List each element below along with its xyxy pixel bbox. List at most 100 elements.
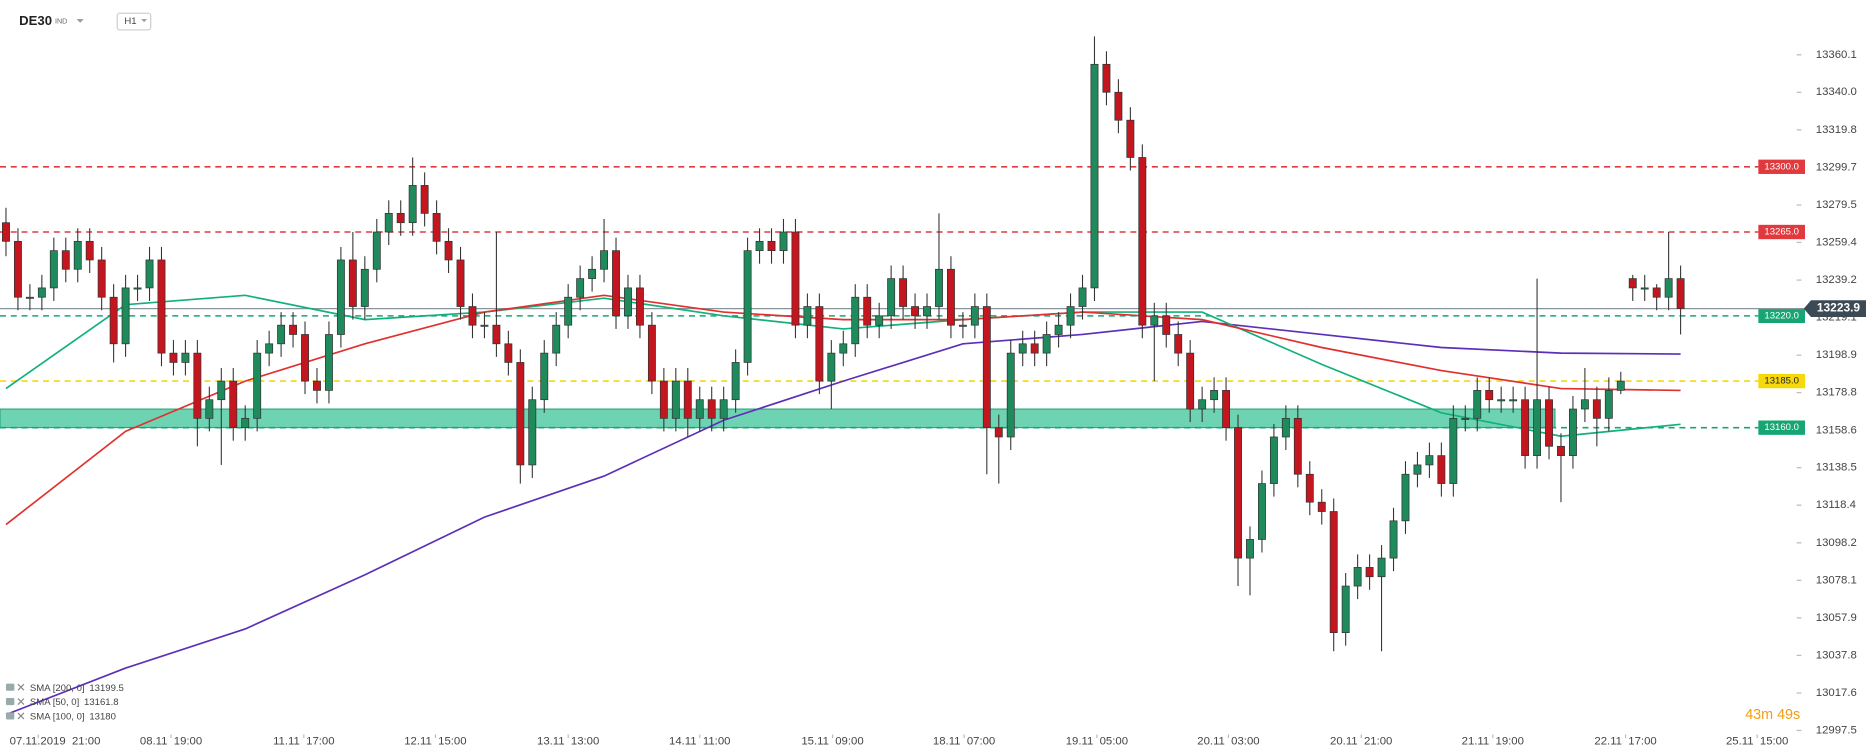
candle-body (1604, 390, 1613, 419)
y-tick-label: 13360.1 (1816, 49, 1857, 61)
dropdown-arrow[interactable] (141, 19, 148, 23)
candle-body (1162, 315, 1171, 335)
legend-icon (5, 712, 15, 720)
candle-body (229, 380, 238, 429)
price-level-label: 13160.0 (1764, 422, 1799, 433)
candle-body (37, 287, 46, 298)
candle-body (13, 240, 22, 298)
price-level-label: 13220.0 (1764, 310, 1799, 321)
candle-body (1389, 520, 1398, 559)
candle-body (348, 259, 357, 307)
candle-body (1174, 334, 1183, 354)
candle-body (911, 306, 920, 317)
candle-body (1509, 399, 1518, 402)
candle-body (1449, 417, 1458, 484)
candle-body (1640, 287, 1649, 290)
candle-body (181, 352, 190, 363)
y-tick-label: 12997.5 (1816, 724, 1857, 736)
candle-body (875, 315, 884, 326)
candle-body (779, 231, 788, 251)
candle-body (157, 259, 166, 354)
candle-body (205, 399, 214, 419)
candle-body (301, 334, 309, 382)
x-tick-label: 20.11 03:00 (1197, 736, 1259, 748)
candle-body (612, 250, 620, 317)
x-tick-label: 12.11 15:00 (404, 736, 466, 748)
candle-body (1006, 352, 1015, 438)
dropdown-arrow[interactable] (76, 19, 84, 23)
candle-body (492, 324, 501, 345)
candle-body (1533, 399, 1542, 456)
candle-body (731, 362, 740, 401)
last-price-label: 13223.9 (1817, 301, 1861, 315)
y-tick-label: 13319.8 (1816, 124, 1857, 136)
candle-body (1090, 63, 1099, 289)
candle-body (61, 250, 70, 270)
candle-body (1293, 417, 1302, 475)
candle-body (1461, 417, 1470, 420)
candle-body (1150, 315, 1159, 326)
candle-body (444, 240, 453, 261)
candle-body (1485, 390, 1494, 401)
candle-body (1497, 399, 1506, 402)
candle-body (1616, 380, 1625, 391)
candle-body (313, 380, 321, 391)
x-tick-label: 14.11 11:00 (669, 736, 730, 748)
x-tick-label: 25.11 15:00 (1726, 736, 1788, 748)
candle-body (217, 380, 226, 401)
y-tick-label: 13158.6 (1816, 424, 1857, 436)
y-tick-label: 13098.2 (1816, 537, 1857, 549)
candle-body (1018, 343, 1027, 354)
candle-body (970, 306, 979, 326)
candle-body (899, 278, 908, 307)
candle-body (1545, 399, 1553, 447)
x-tick-label: 08.11 19:00 (140, 736, 202, 748)
legend-value: 13180 (89, 711, 116, 722)
price-level-tag (1758, 420, 1805, 435)
candle-body (767, 240, 776, 251)
legend-entry: SMA [100, 0] 13180 (30, 711, 116, 722)
candle-body (360, 268, 369, 307)
x-tick-label: 18.11 07:00 (933, 736, 995, 748)
legend-entry: SMA [200, 0] 13199.5 (30, 682, 124, 693)
legend-name: SMA [100, 0] (30, 711, 85, 722)
candle-body (2, 222, 10, 242)
candle-body (707, 399, 716, 419)
y-tick-label: 13078.1 (1816, 574, 1857, 586)
y-tick-label: 13299.7 (1816, 161, 1857, 173)
candle-body (109, 296, 118, 345)
y-tick-label: 13057.9 (1816, 612, 1857, 624)
price-level-tag (1758, 308, 1805, 324)
sma-line (5, 294, 1681, 526)
legend-value: 13199.5 (89, 682, 124, 693)
candle-timer: 43m 49s (1745, 707, 1800, 723)
sma-line (5, 320, 1681, 716)
candle-body (1317, 501, 1326, 512)
candle-body (121, 287, 130, 345)
timeframe-box[interactable] (116, 12, 152, 31)
x-tick-label: 21.11 19:00 (1462, 736, 1524, 748)
y-tick-label: 13118.4 (1816, 499, 1856, 511)
timeframe[interactable]: H1 (124, 16, 136, 27)
candle-body (1353, 567, 1362, 587)
legend-close (17, 683, 25, 691)
candle-body (1425, 455, 1434, 466)
symbol[interactable]: DE30 (19, 13, 52, 28)
candle-body (635, 287, 644, 326)
candle-body (994, 427, 1003, 438)
x-tick-label: 19.11 05:00 (1066, 736, 1128, 748)
candle-body (1257, 483, 1266, 540)
candle-body (1437, 455, 1446, 484)
candle-body (145, 259, 154, 289)
candle-body (1568, 408, 1577, 456)
legend-close (17, 712, 25, 720)
candle-body (336, 259, 345, 335)
x-tick-label: 15.11 09:00 (801, 736, 863, 748)
candle-body (1269, 436, 1278, 484)
candle-body (169, 352, 178, 363)
candle-body (1054, 324, 1063, 335)
legend-close (17, 698, 25, 705)
y-tick-label: 13017.6 (1816, 687, 1857, 699)
instrument-type: IND (55, 17, 67, 25)
